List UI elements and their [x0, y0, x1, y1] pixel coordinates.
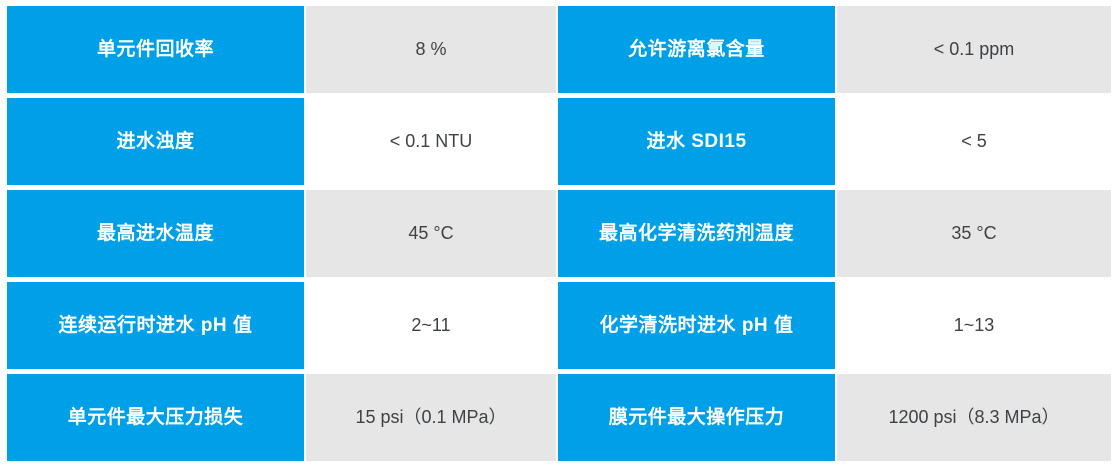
spec-value-cell: 8 %: [306, 6, 556, 93]
spec-label-cell: 连续运行时进水 pH 值: [7, 282, 304, 369]
spec-label-cell: 进水 SDI15: [558, 98, 835, 185]
spec-label-cell: 化学清洗时进水 pH 值: [558, 282, 835, 369]
spec-value-cell: 35 °C: [837, 190, 1111, 277]
spec-label-cell: 进水浊度: [7, 98, 304, 185]
spec-label-cell: 单元件回收率: [7, 6, 304, 93]
spec-value-cell: 45 °C: [306, 190, 556, 277]
spec-table: 单元件回收率 8 % 允许游离氯含量 < 0.1 ppm 进水浊度 < 0.1 …: [7, 6, 1111, 461]
spec-value-cell: < 5: [837, 98, 1111, 185]
spec-value-cell: 1200 psi（8.3 MPa）: [837, 374, 1111, 461]
spec-value-cell: 1~13: [837, 282, 1111, 369]
spec-label-cell: 最高进水温度: [7, 190, 304, 277]
spec-value-cell: < 0.1 ppm: [837, 6, 1111, 93]
spec-value-cell: < 0.1 NTU: [306, 98, 556, 185]
spec-label-cell: 单元件最大压力损失: [7, 374, 304, 461]
spec-label-cell: 膜元件最大操作压力: [558, 374, 835, 461]
spec-label-cell: 允许游离氯含量: [558, 6, 835, 93]
spec-label-cell: 最高化学清洗药剂温度: [558, 190, 835, 277]
spec-value-cell: 15 psi（0.1 MPa）: [306, 374, 556, 461]
spec-value-cell: 2~11: [306, 282, 556, 369]
